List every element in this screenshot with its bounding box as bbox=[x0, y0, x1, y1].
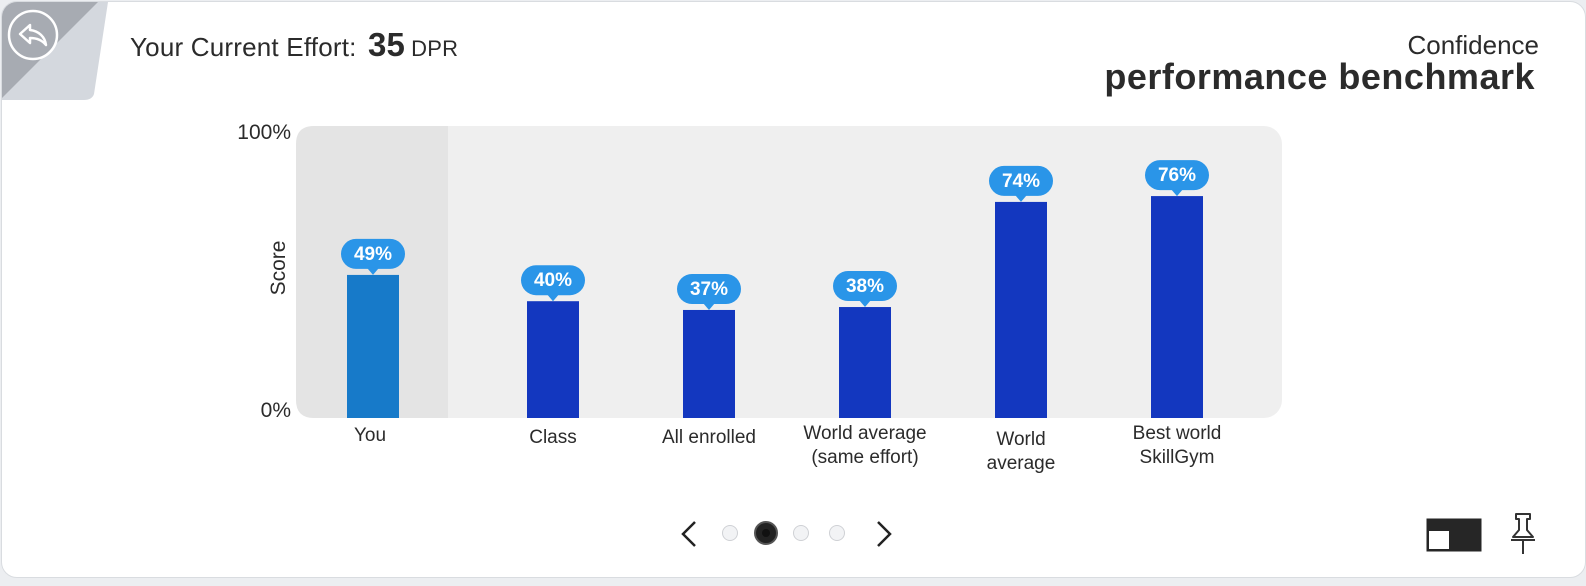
value-badge-0 bbox=[341, 238, 405, 269]
x-label-0: You bbox=[353, 425, 387, 446]
bar-4 bbox=[995, 201, 1047, 418]
value-label-5: 76% bbox=[1158, 165, 1196, 186]
value-badge-pointer-1 bbox=[547, 294, 559, 302]
effort-label: Your Current Effort: bbox=[130, 32, 357, 62]
bar-1 bbox=[527, 301, 579, 418]
pager-dot-4[interactable] bbox=[829, 525, 845, 541]
value-badge-pointer-4 bbox=[1015, 194, 1027, 202]
layout-toggle-icon[interactable] bbox=[1426, 518, 1482, 552]
pager bbox=[2, 514, 1585, 554]
value-badge-pointer-3 bbox=[859, 300, 871, 308]
value-badge-pointer-0 bbox=[367, 267, 379, 275]
x-label-5: Best world SkillGym bbox=[1132, 423, 1222, 468]
y-axis-title: Score bbox=[267, 241, 290, 296]
x-label-2: All enrolled bbox=[662, 427, 756, 448]
pager-dot-2[interactable] bbox=[754, 521, 778, 545]
value-label-4: 74% bbox=[1002, 171, 1040, 192]
pushpin-icon[interactable] bbox=[1506, 510, 1540, 558]
y-tick-0: 0% bbox=[261, 399, 291, 422]
value-badge-4 bbox=[989, 165, 1053, 196]
current-effort: Your Current Effort: 35 DPR bbox=[130, 26, 458, 64]
y-tick-100: 100% bbox=[237, 121, 291, 144]
value-badge-2 bbox=[677, 273, 741, 304]
effort-value: 35 bbox=[368, 26, 406, 63]
chevron-left-icon[interactable] bbox=[675, 514, 705, 554]
value-badge-3 bbox=[833, 271, 897, 302]
bar-0 bbox=[347, 274, 399, 418]
value-badge-5 bbox=[1145, 160, 1209, 191]
value-label-3: 38% bbox=[846, 276, 884, 297]
pager-dot-1[interactable] bbox=[722, 525, 738, 541]
category-label: Confidence bbox=[1407, 30, 1539, 60]
bar-5 bbox=[1151, 196, 1203, 418]
effort-unit: DPR bbox=[411, 36, 459, 61]
back-arrow-icon[interactable] bbox=[6, 8, 60, 62]
value-label-0: 49% bbox=[354, 244, 392, 265]
benchmark-chart: 100% 0% Score 49% 40% 37% 38% 74% 76% bbox=[237, 121, 1282, 422]
x-label-1: Class bbox=[529, 427, 577, 448]
chevron-right-icon[interactable] bbox=[868, 514, 898, 554]
value-label-1: 40% bbox=[534, 270, 572, 291]
x-label-4: World average bbox=[986, 429, 1056, 474]
benchmark-title: performance benchmark bbox=[1104, 56, 1535, 97]
value-badge-1 bbox=[521, 265, 585, 296]
x-label-3: World average (same effort) bbox=[803, 423, 927, 468]
value-badge-pointer-5 bbox=[1171, 189, 1183, 197]
bar-3 bbox=[839, 307, 891, 418]
bar-2 bbox=[683, 309, 735, 418]
value-badge-pointer-2 bbox=[703, 302, 715, 310]
pager-dot-3[interactable] bbox=[793, 525, 809, 541]
value-label-2: 37% bbox=[690, 279, 728, 300]
